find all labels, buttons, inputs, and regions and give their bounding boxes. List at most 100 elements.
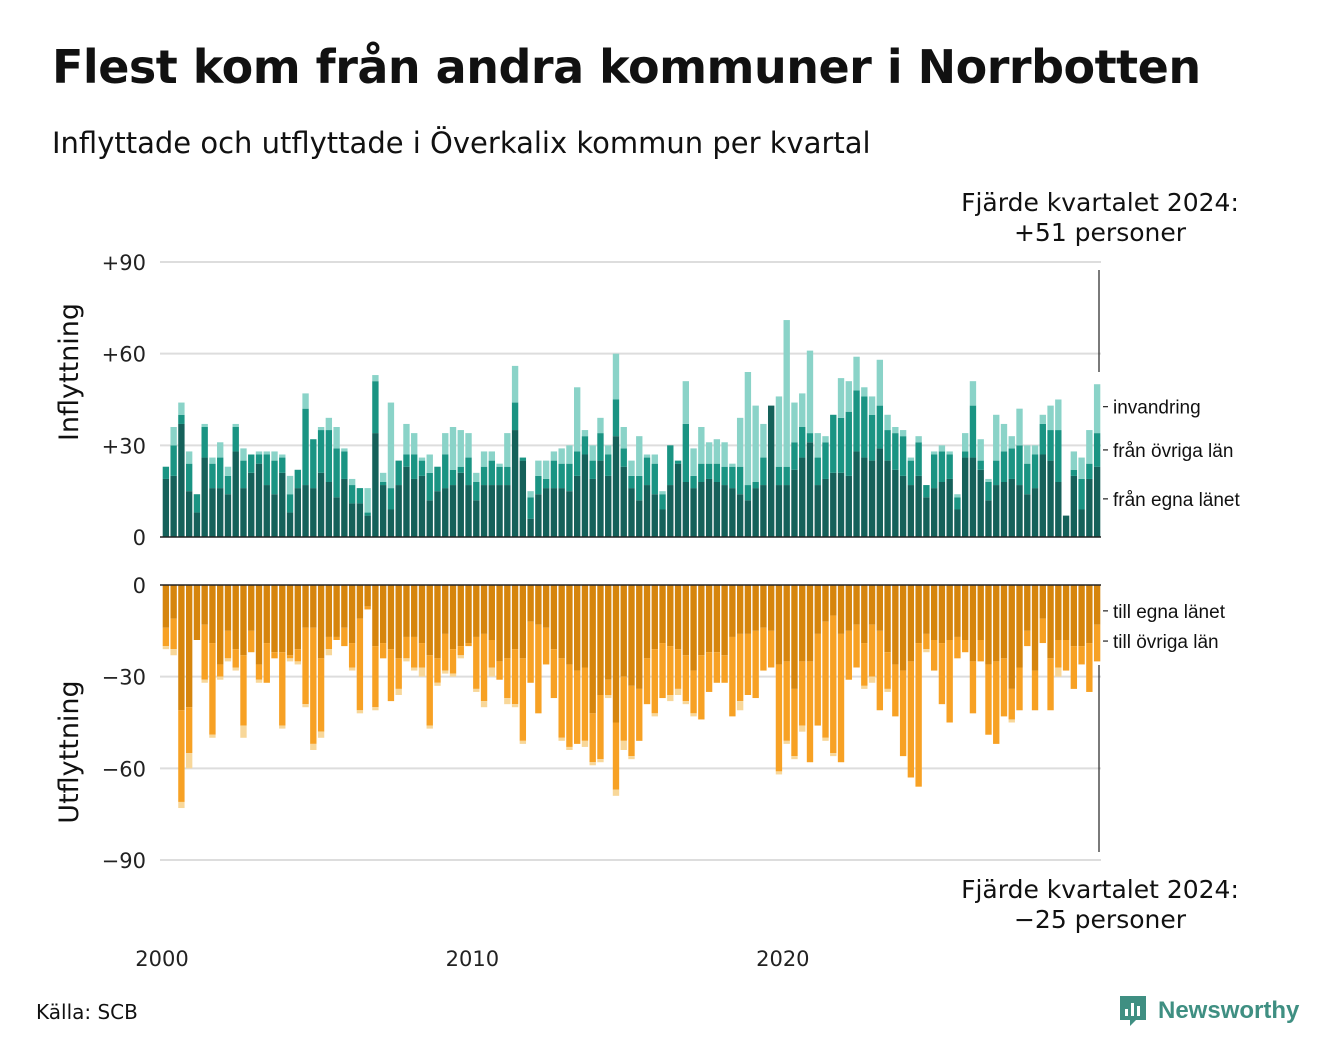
bar-in-other-32 [411, 454, 418, 479]
bar-out-own-72 [721, 585, 728, 656]
bar-out-emig-65 [667, 695, 674, 702]
bar-in-other-52 [566, 463, 573, 492]
bar-in-immig-33 [418, 457, 426, 461]
bar-out-own-15 [279, 585, 286, 653]
bar-out-other-11 [248, 630, 255, 653]
bar-in-immig-97 [915, 436, 922, 443]
bar-in-immig-76 [752, 405, 759, 482]
bar-in-other-120 [1093, 433, 1101, 467]
bar-in-other-106 [985, 482, 992, 501]
bar-out-own-58 [612, 585, 620, 723]
bar-in-other-71 [713, 463, 721, 482]
bar-in-other-72 [721, 466, 728, 486]
bar-out-other-112 [1031, 670, 1039, 711]
bar-out-other-113 [1039, 618, 1046, 644]
bar-in-other-29 [387, 488, 395, 510]
bar-in-immig-75 [744, 372, 752, 486]
bar-out-own-84 [814, 585, 821, 634]
bar-in-immig-106 [985, 478, 992, 482]
bar-in-immig-3 [185, 451, 193, 464]
bar-out-own-46 [519, 585, 527, 659]
bar-in-immig-51 [558, 448, 565, 464]
bar-in-own-49 [542, 488, 550, 537]
bar-out-own-70 [705, 585, 713, 653]
bar-in-immig-77 [760, 423, 767, 458]
bar-out-own-109 [1008, 585, 1015, 689]
bar-in-immig-103 [962, 433, 969, 452]
bar-in-own-111 [1024, 494, 1031, 537]
bar-out-other-63 [651, 649, 658, 714]
bar-in-own-14 [271, 494, 278, 537]
bar-out-emig-15 [279, 725, 286, 729]
bar-in-other-108 [1000, 451, 1008, 482]
bar-out-own-65 [667, 585, 674, 647]
bar-in-other-51 [558, 463, 565, 489]
bar-out-own-76 [752, 585, 759, 631]
bar-out-own-99 [930, 585, 938, 640]
bar-out-emig-55 [589, 762, 596, 766]
bar-in-own-52 [566, 491, 573, 537]
bar-in-own-28 [379, 485, 387, 537]
bar-out-other-24 [348, 643, 356, 668]
bar-in-other-15 [279, 457, 286, 473]
bar-in-other-13 [263, 454, 270, 486]
bar-out-other-37 [449, 649, 457, 674]
bar-in-immig-52 [566, 445, 573, 464]
bar-in-own-20 [317, 472, 325, 537]
bar-in-other-53 [574, 451, 581, 476]
bar-in-other-44 [504, 466, 511, 486]
bar-out-own-64 [659, 585, 666, 644]
bar-in-immig-38 [457, 430, 464, 467]
bar-in-own-6 [209, 488, 216, 537]
bar-out-emig-16 [286, 658, 294, 662]
bar-out-own-73 [729, 585, 736, 637]
bar-in-immig-49 [542, 460, 550, 479]
bar-in-immig-40 [473, 472, 480, 482]
bar-out-own-68 [690, 585, 697, 671]
bar-in-own-31 [403, 466, 410, 537]
bar-in-immig-80 [783, 320, 790, 467]
bar-out-other-62 [643, 658, 651, 705]
bar-in-own-119 [1086, 478, 1093, 537]
bar-out-own-67 [682, 585, 689, 656]
bar-out-own-118 [1078, 585, 1085, 647]
bar-out-other-7 [217, 664, 224, 677]
bar-in-other-70 [705, 463, 713, 479]
bar-in-own-118 [1078, 509, 1085, 537]
bar-in-own-35 [434, 491, 441, 537]
bar-in-own-33 [418, 475, 426, 537]
bar-out-other-39 [465, 643, 472, 647]
bar-out-other-116 [1062, 640, 1070, 671]
chart-title: Flest kom från andra kommuner i Norrbott… [52, 40, 1201, 94]
bar-in-immig-89 [853, 356, 860, 391]
bar-out-own-48 [535, 585, 542, 625]
bar-in-own-79 [775, 485, 783, 537]
inflow-ytick-90: +90 [102, 251, 146, 275]
bar-out-other-13 [263, 643, 270, 683]
brand-logo: Newsworthy [1118, 994, 1299, 1028]
bar-in-own-84 [814, 485, 821, 537]
bar-out-other-41 [480, 633, 488, 702]
bar-out-own-103 [962, 585, 969, 640]
bar-in-own-34 [426, 500, 433, 537]
bar-in-immig-28 [379, 472, 387, 482]
bar-in-own-78 [768, 405, 775, 537]
xtick-2010: 2010 [446, 947, 499, 971]
bar-out-other-104 [969, 661, 977, 714]
bar-in-other-94 [892, 433, 899, 470]
bar-in-immig-13 [263, 451, 270, 455]
bar-out-other-106 [985, 664, 992, 735]
bar-in-immig-63 [651, 454, 658, 464]
bar-in-other-55 [589, 460, 596, 479]
bar-in-immig-82 [799, 393, 806, 427]
bar-in-own-108 [1000, 482, 1008, 537]
bar-out-own-63 [651, 585, 658, 650]
bar-out-own-14 [271, 585, 278, 653]
bar-out-own-16 [286, 585, 294, 656]
bar-out-own-3 [185, 585, 193, 708]
bar-out-own-4 [193, 585, 201, 640]
bar-in-own-62 [643, 485, 651, 537]
bar-in-other-105 [977, 460, 984, 470]
bar-in-other-102 [954, 497, 961, 510]
bar-out-emig-91 [868, 676, 876, 683]
